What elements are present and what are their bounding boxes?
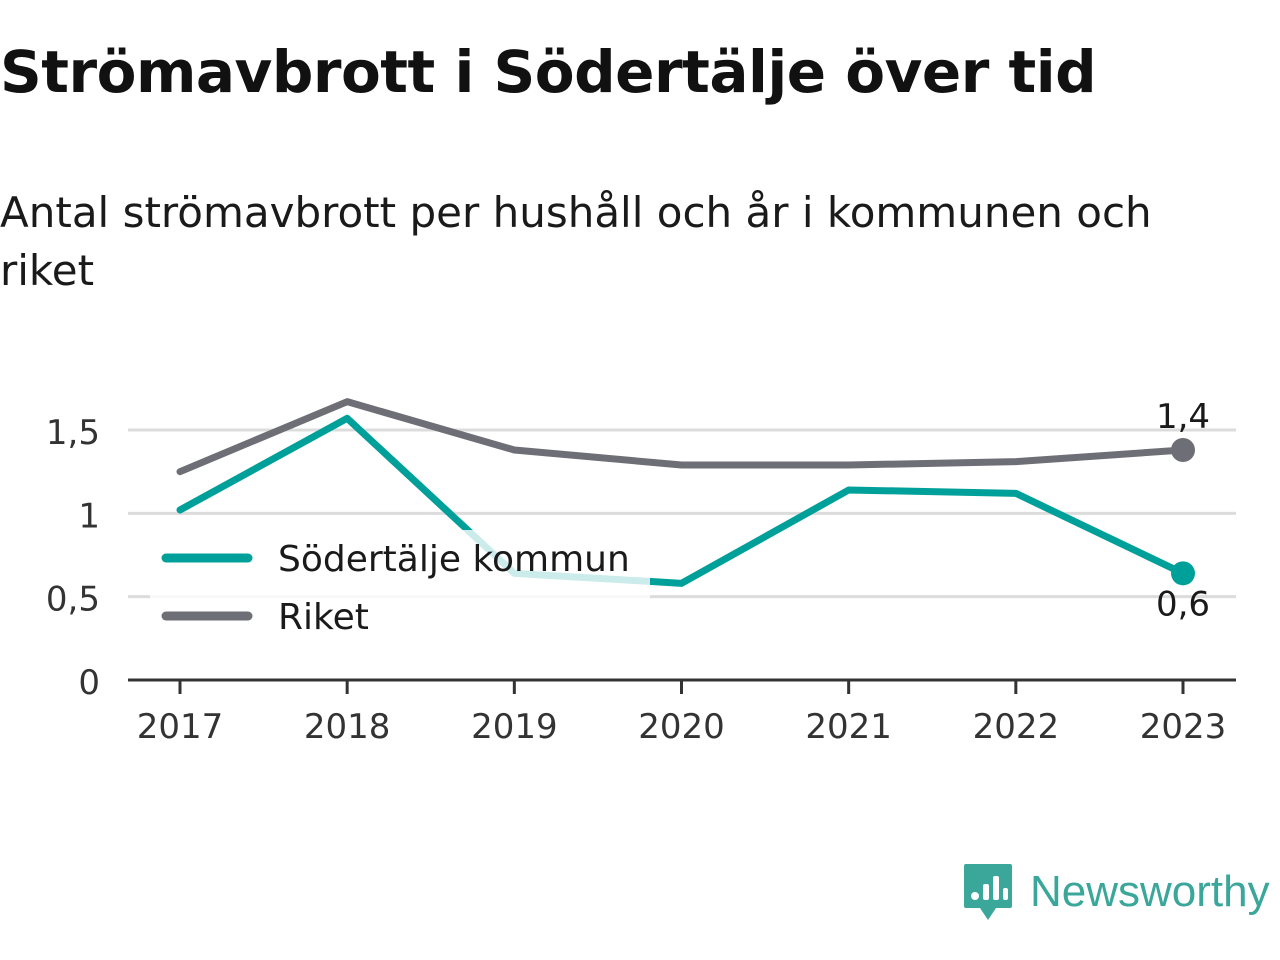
series-end-point — [1171, 561, 1195, 586]
y-tick-label: 0 — [78, 663, 100, 703]
x-tick-label: 2022 — [973, 707, 1060, 747]
x-tick-label: 2018 — [304, 707, 391, 747]
x-tick-label: 2021 — [805, 707, 892, 747]
series-line — [176, 398, 1187, 476]
series-line — [176, 414, 1187, 587]
chart-subtitle: Antal strömavbrott per hushåll och år i … — [0, 188, 1152, 295]
newsworthy-logo: Newsworthy — [962, 862, 1270, 922]
newsworthy-logo-icon — [964, 864, 1012, 920]
series-end-label: 0,6 — [1156, 584, 1210, 624]
chart-title: Strömavbrott i Södertälje över tid — [0, 38, 1097, 106]
x-tick-label: 2023 — [1140, 707, 1227, 747]
legend-label: Södertälje kommun — [278, 539, 630, 580]
series-end-label: 1,4 — [1156, 397, 1210, 437]
legend-label: Riket — [278, 597, 369, 638]
x-tick-label: 2019 — [471, 707, 558, 747]
y-tick-label: 1,5 — [46, 413, 100, 453]
series-end-point — [1171, 438, 1195, 462]
y-tick-label: 0,5 — [46, 580, 100, 620]
y-tick-label: 1 — [78, 496, 100, 536]
x-tick-label: 2017 — [137, 707, 224, 747]
legend-background — [150, 530, 650, 640]
brand-name: Newsworthy — [1030, 867, 1270, 916]
x-tick-label: 2020 — [638, 707, 725, 747]
